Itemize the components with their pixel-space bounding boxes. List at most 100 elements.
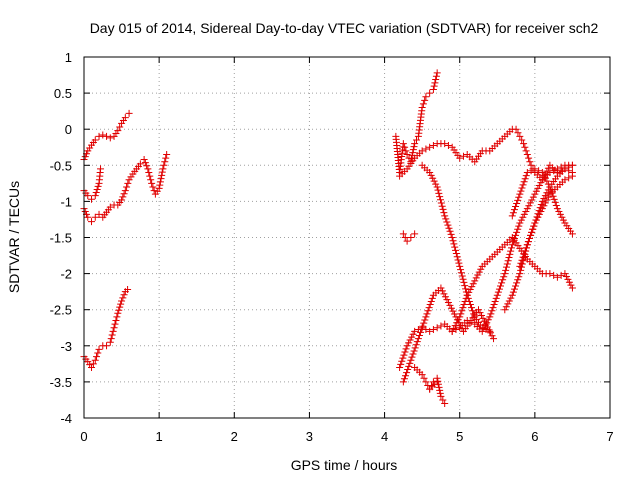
data-point bbox=[535, 210, 543, 218]
data-point bbox=[450, 324, 458, 332]
data-point bbox=[553, 273, 561, 281]
data-point bbox=[147, 176, 155, 184]
data-point bbox=[436, 389, 444, 397]
data-point bbox=[437, 322, 445, 330]
x-tick-label: 6 bbox=[531, 429, 538, 444]
data-point bbox=[84, 213, 92, 221]
data-point bbox=[482, 320, 490, 328]
data-point bbox=[397, 360, 405, 368]
data-point bbox=[505, 254, 513, 262]
data-point bbox=[111, 320, 119, 328]
data-point bbox=[420, 374, 428, 382]
data-point bbox=[403, 237, 411, 245]
data-point bbox=[146, 172, 154, 180]
data-point bbox=[517, 216, 525, 224]
data-point bbox=[402, 372, 410, 380]
data-point bbox=[115, 306, 123, 314]
data-point bbox=[466, 301, 474, 309]
data-point bbox=[531, 219, 539, 227]
data-point bbox=[516, 132, 524, 140]
data-point bbox=[157, 175, 165, 183]
data-point bbox=[420, 319, 428, 327]
data-point bbox=[150, 187, 158, 195]
data-point bbox=[450, 310, 458, 318]
data-point bbox=[543, 196, 551, 204]
data-point bbox=[559, 216, 567, 224]
data-point bbox=[468, 283, 476, 291]
data-point bbox=[502, 303, 510, 311]
data-point bbox=[441, 293, 449, 301]
data-point bbox=[145, 169, 153, 177]
y-tick-label: -1 bbox=[60, 194, 72, 209]
data-point bbox=[430, 177, 438, 185]
data-point bbox=[519, 213, 527, 221]
data-point bbox=[537, 208, 545, 216]
data-point bbox=[411, 230, 419, 238]
data-point bbox=[444, 141, 452, 149]
data-point bbox=[439, 396, 447, 404]
data-point bbox=[528, 196, 536, 204]
data-point bbox=[403, 150, 411, 158]
data-point bbox=[557, 271, 565, 279]
data-point bbox=[417, 328, 425, 336]
data-point bbox=[434, 186, 442, 194]
data-point bbox=[118, 297, 126, 305]
data-point bbox=[485, 326, 493, 334]
series-track-d bbox=[80, 285, 132, 371]
data-point bbox=[419, 100, 427, 108]
data-point bbox=[94, 349, 102, 357]
data-point bbox=[426, 89, 434, 97]
x-axis-label: GPS time / hours bbox=[291, 457, 398, 473]
data-point bbox=[403, 342, 411, 350]
data-point bbox=[512, 125, 520, 133]
data-point bbox=[156, 181, 164, 189]
data-point bbox=[543, 167, 551, 175]
data-point bbox=[509, 209, 517, 217]
data-point bbox=[530, 222, 538, 230]
data-point bbox=[501, 306, 509, 314]
data-point bbox=[413, 338, 421, 346]
data-point bbox=[494, 288, 502, 296]
data-point bbox=[414, 335, 422, 343]
plot-frame bbox=[83, 56, 611, 419]
data-point bbox=[433, 69, 441, 77]
data-point bbox=[428, 294, 436, 302]
data-point bbox=[508, 212, 516, 220]
data-point bbox=[431, 79, 439, 87]
data-point bbox=[400, 351, 408, 359]
data-point bbox=[479, 314, 487, 322]
data-point bbox=[113, 313, 121, 321]
data-point bbox=[548, 189, 556, 197]
data-point bbox=[488, 307, 496, 315]
data-point bbox=[469, 280, 477, 288]
data-point bbox=[518, 184, 526, 192]
x-tick-label: 0 bbox=[80, 429, 87, 444]
data-point bbox=[509, 288, 517, 296]
data-point bbox=[439, 205, 447, 213]
data-point bbox=[419, 322, 427, 330]
data-point bbox=[434, 377, 442, 385]
data-point bbox=[553, 165, 561, 173]
data-point bbox=[422, 145, 430, 153]
data-point bbox=[435, 189, 443, 197]
data-point bbox=[88, 218, 96, 226]
data-point bbox=[444, 221, 452, 229]
data-point bbox=[155, 184, 163, 192]
data-point bbox=[507, 247, 515, 255]
data-point bbox=[568, 172, 576, 180]
data-point bbox=[418, 147, 426, 155]
data-point bbox=[523, 169, 531, 177]
data-point bbox=[408, 353, 416, 361]
data-point bbox=[517, 259, 525, 267]
data-point bbox=[514, 276, 522, 284]
data-point bbox=[418, 325, 426, 333]
data-point bbox=[478, 327, 486, 335]
series-track-o bbox=[516, 172, 576, 270]
data-point bbox=[109, 327, 117, 335]
data-point bbox=[456, 313, 464, 321]
axis-ticks bbox=[83, 56, 611, 419]
data-point bbox=[423, 310, 431, 318]
data-point bbox=[429, 85, 437, 93]
series-track-j bbox=[399, 284, 498, 386]
data-point bbox=[557, 163, 565, 171]
